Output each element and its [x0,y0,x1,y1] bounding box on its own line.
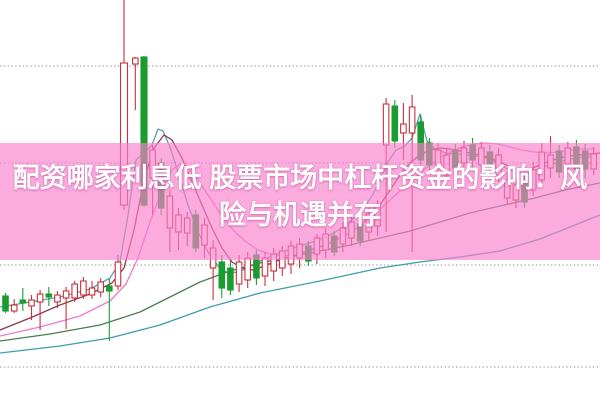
headline-text: 配资哪家利息低 股票市场中杠杆资金的影响：风 险与机遇并存 [0,160,600,234]
headline-overlay-band [0,143,600,260]
headline-line-1: 配资哪家利息低 股票市场中杠杆资金的影响：风 [12,163,588,193]
headline-line-2: 险与机遇并存 [219,200,381,230]
